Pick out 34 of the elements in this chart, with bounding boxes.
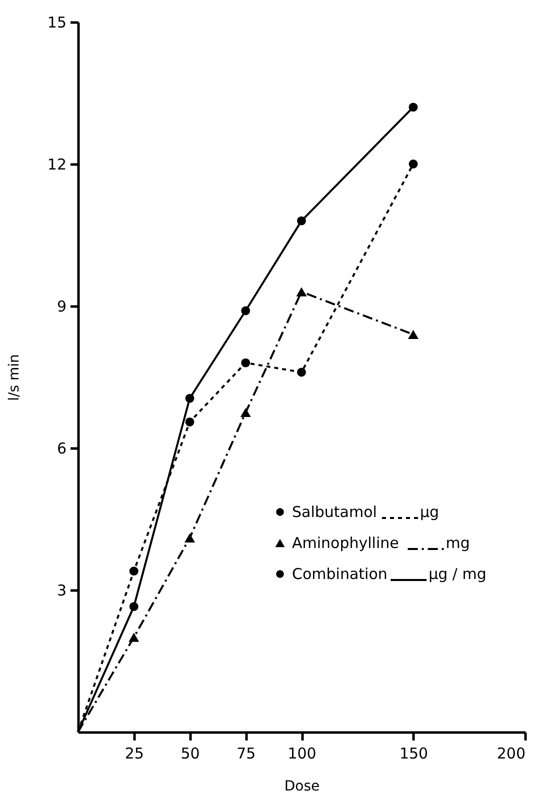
legend-label: Salbutamol — [292, 503, 377, 521]
x-tick-label: 25 — [124, 744, 144, 762]
annotation: µg / mg — [428, 565, 486, 583]
x-tick-label: 100 — [288, 744, 316, 762]
x-tick-label: 50 — [180, 744, 200, 762]
annotation: µg — [420, 503, 440, 521]
y-tick-label: 9 — [56, 298, 66, 316]
point — [296, 287, 307, 296]
point — [240, 408, 251, 418]
point — [241, 358, 250, 368]
point — [129, 602, 138, 612]
legend-label: Aminophylline — [292, 534, 399, 552]
legend-label: Combination — [292, 565, 388, 583]
x-tick-label: 150 — [399, 744, 428, 762]
y-tick-label: 6 — [56, 440, 66, 458]
point — [408, 102, 418, 112]
point — [297, 368, 306, 377]
point — [128, 632, 140, 642]
y-tick-label: 15 — [47, 14, 66, 32]
y-tick-label: 3 — [56, 582, 66, 600]
x-tick-label: 75 — [236, 744, 256, 762]
point — [129, 566, 138, 576]
point — [185, 418, 194, 426]
y-axis-title: l/s min — [6, 354, 22, 401]
point — [408, 330, 418, 339]
point — [184, 533, 195, 542]
point — [241, 306, 250, 316]
annotation: mg — [446, 534, 470, 552]
x-axis-title: Dose — [284, 778, 320, 794]
x-tick-label: 200 — [496, 744, 526, 762]
y-tick-label: 12 — [47, 156, 66, 174]
point — [297, 216, 306, 226]
point — [408, 160, 418, 168]
point — [185, 394, 194, 403]
